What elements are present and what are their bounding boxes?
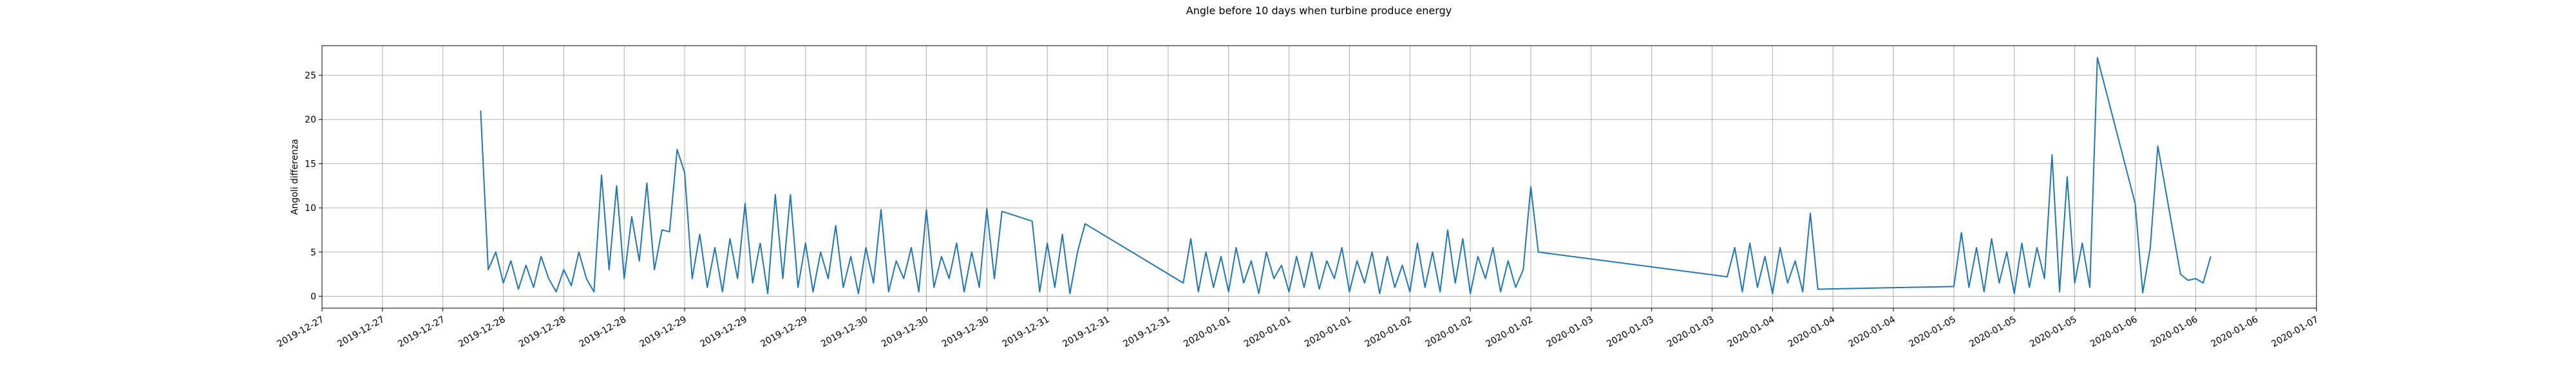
chart-title: Angle before 10 days when turbine produc… bbox=[1186, 5, 1452, 17]
y-tick-label: 15 bbox=[305, 159, 316, 169]
plot-frame bbox=[321, 45, 2317, 309]
y-axis-label: Angoli differenza bbox=[290, 139, 300, 215]
y-tick-label: 25 bbox=[305, 71, 316, 81]
y-tick-label: 10 bbox=[305, 203, 316, 214]
y-tick-label: 5 bbox=[310, 248, 316, 258]
y-tick-label: 20 bbox=[305, 115, 316, 125]
y-tick-label: 0 bbox=[310, 291, 316, 302]
data-line bbox=[480, 57, 2211, 295]
